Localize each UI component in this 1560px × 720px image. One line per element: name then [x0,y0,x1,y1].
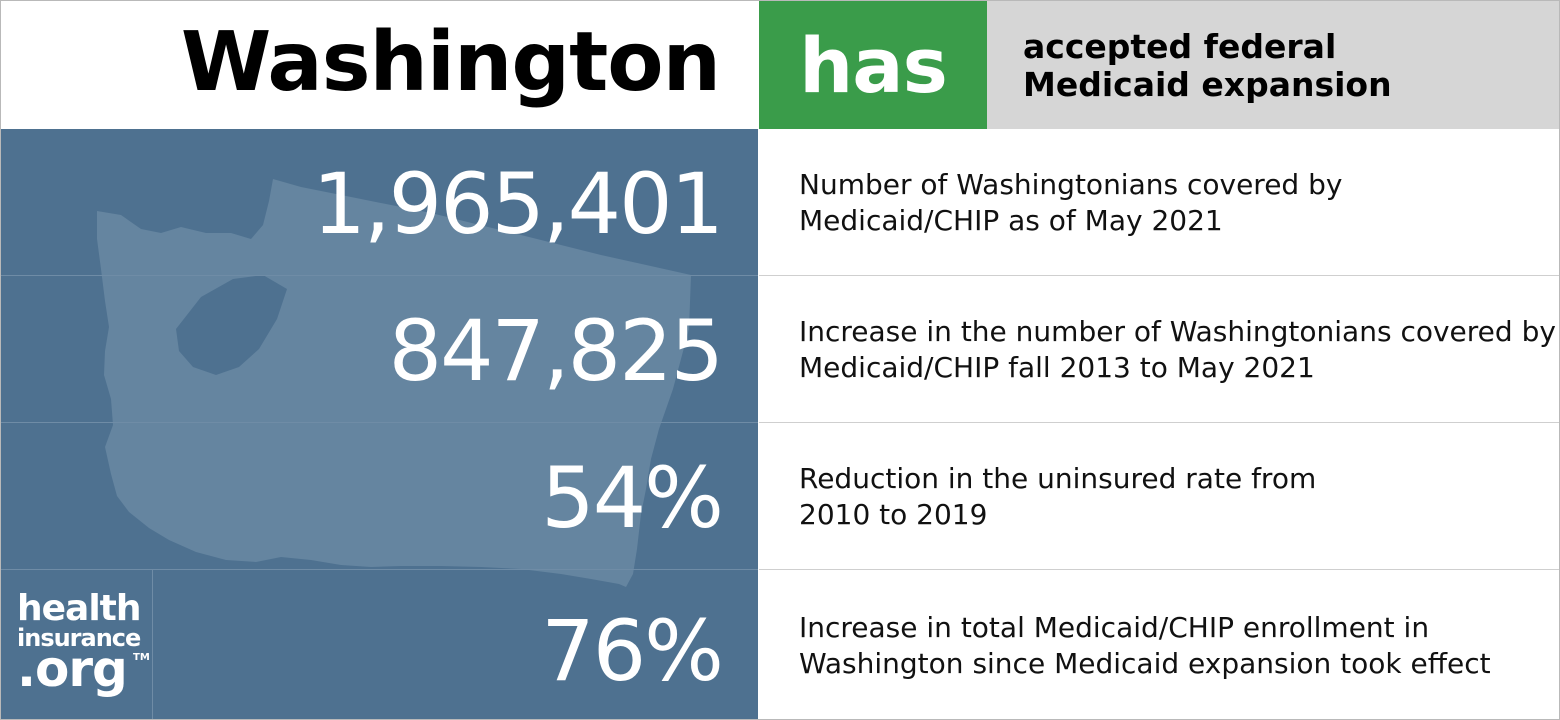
stat-description-line2: Washington since Medicaid expansion took… [799,647,1491,680]
stat-row-left: 1,965,401 [1,129,758,276]
stat-description: Reduction in the uninsured rate from 201… [799,461,1549,533]
logo-word-org: .org [17,640,128,698]
stat-description-row: Increase in the number of Washingtonians… [759,276,1559,423]
stat-description-line2: Medicaid/CHIP as of May 2021 [799,204,1223,237]
expansion-status-badge: has [759,1,987,129]
washington-state-map-icon [97,179,691,587]
stat-description-line1: Increase in the number of Washingtonians… [799,315,1556,348]
healthinsurance-logo: health insurance .org TM [1,569,153,719]
stat-row-left: 76% [1,570,758,717]
stat-description-line2: 2010 to 2019 [799,498,988,531]
stat-description-row: Number of Washingtonians covered by Medi… [759,129,1559,276]
stat-description-row: Reduction in the uninsured rate from 201… [759,423,1559,570]
state-header: Washington [1,1,758,129]
stat-value: 847,825 [388,302,724,400]
stat-value: 1,965,401 [312,155,724,253]
stat-row-left: 54% [1,423,758,570]
logo-trademark: TM [133,652,150,663]
stat-description-line1: Number of Washingtonians covered by [799,168,1343,201]
stat-description-line1: Increase in total Medicaid/CHIP enrollme… [799,611,1430,644]
stat-description: Increase in the number of Washingtonians… [799,314,1556,386]
expansion-note-line2: Medicaid expansion [1023,65,1392,104]
logo-word-health: health [17,588,142,629]
expansion-note: accepted federal Medicaid expansion [987,1,1559,129]
stat-description-line2: Medicaid/CHIP fall 2013 to May 2021 [799,351,1315,384]
stat-description: Increase in total Medicaid/CHIP enrollme… [799,610,1549,682]
expansion-note-line1: accepted federal [1023,27,1337,66]
stat-value: 54% [541,449,724,547]
stat-description-row: Increase in total Medicaid/CHIP enrollme… [759,570,1559,717]
stat-description-line1: Reduction in the uninsured rate from [799,462,1317,495]
stat-description: Number of Washingtonians covered by Medi… [799,167,1549,239]
stat-value: 76% [541,602,724,700]
state-title: Washington [180,15,721,110]
logo-word-insurance: insurance [17,624,141,652]
stat-row-left: 847,825 [1,276,758,423]
